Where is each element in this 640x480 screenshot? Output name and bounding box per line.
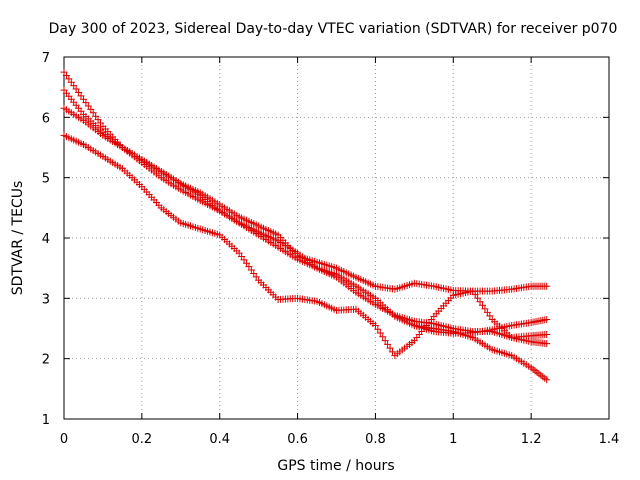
data-point xyxy=(478,301,486,309)
data-point xyxy=(469,287,477,295)
y-tick-label: 7 xyxy=(42,51,50,66)
x-tick-label: 1.4 xyxy=(599,432,620,447)
data-point xyxy=(371,321,379,329)
data-point xyxy=(381,337,389,345)
x-tick-labels: 0 0.2 0.4 0.6 0.8 1 1.2 1.4 xyxy=(60,432,619,447)
data-point xyxy=(384,340,392,348)
series-track-c xyxy=(60,104,551,295)
x-tick-label: 0.4 xyxy=(209,432,230,447)
x-tick-label: 0.6 xyxy=(287,432,308,447)
y-tick-label: 6 xyxy=(42,111,50,126)
data-point xyxy=(476,298,484,306)
data-point xyxy=(483,308,491,316)
series-track-d xyxy=(60,131,551,360)
y-tick-label: 5 xyxy=(42,172,50,187)
y-tick-label: 3 xyxy=(42,292,50,307)
chart-title: Day 300 of 2023, Sidereal Day-to-day VTE… xyxy=(49,21,618,37)
data-point xyxy=(543,376,551,384)
y-tick-label: 4 xyxy=(42,232,50,247)
x-tick-label: 0.2 xyxy=(132,432,153,447)
series-track-e xyxy=(410,321,551,384)
x-tick-label: 1 xyxy=(449,432,457,447)
x-axis-title: GPS time / hours xyxy=(277,458,394,474)
y-tick-labels: 1 2 3 4 5 6 7 xyxy=(42,51,50,428)
data-point xyxy=(529,365,537,373)
x-tick-label: 0 xyxy=(60,432,68,447)
data-point xyxy=(533,368,541,376)
x-tick-label: 1.2 xyxy=(521,432,542,447)
data-point xyxy=(543,315,551,323)
data-series xyxy=(60,68,551,384)
series-track-a xyxy=(60,68,551,348)
data-point xyxy=(471,291,479,299)
data-point xyxy=(388,348,396,356)
data-point xyxy=(541,374,549,382)
y-tick-label: 2 xyxy=(42,353,50,368)
data-point xyxy=(535,370,543,378)
data-point xyxy=(543,331,551,339)
axis-ticks xyxy=(63,56,610,420)
y-tick-label: 1 xyxy=(42,413,50,428)
data-point xyxy=(474,294,482,302)
data-point xyxy=(531,367,539,375)
data-point xyxy=(374,325,382,333)
data-point xyxy=(379,333,387,341)
data-point xyxy=(539,373,547,381)
y-axis-title: SDTVAR / TECUs xyxy=(10,181,26,296)
data-point xyxy=(481,305,489,313)
x-tick-label: 0.8 xyxy=(365,432,386,447)
data-point xyxy=(486,312,494,320)
data-point xyxy=(376,329,384,337)
data-point xyxy=(386,344,394,352)
data-point xyxy=(543,282,551,290)
data-point xyxy=(537,371,545,379)
data-point xyxy=(543,340,551,348)
